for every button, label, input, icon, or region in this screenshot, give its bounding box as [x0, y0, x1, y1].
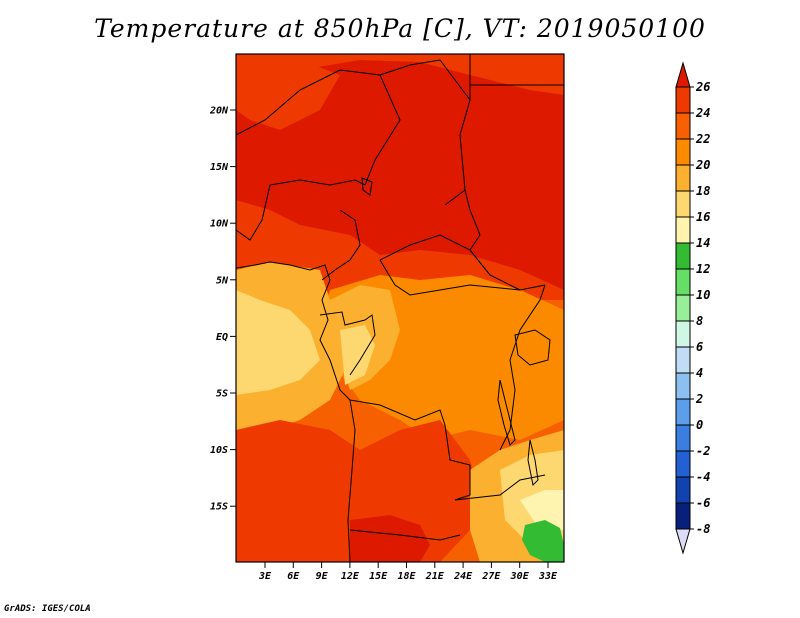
- country-borders: [236, 54, 564, 562]
- colorbar-label: 10: [696, 288, 710, 302]
- colorbar-top-arrow: [675, 61, 691, 88]
- lat-tick-label: 20N: [209, 106, 229, 117]
- colorbar-label: 2: [695, 392, 703, 406]
- lon-tick-label: 33E: [538, 571, 558, 582]
- field-band-14-interior: [340, 325, 375, 385]
- border-car: [379, 234, 521, 291]
- colorbar-swatch: [675, 268, 691, 296]
- lon-tick-label: 24E: [453, 571, 473, 582]
- border-drc-east: [499, 284, 546, 451]
- colorbar-label: 0: [696, 418, 703, 432]
- lat-tick-label: EQ: [216, 332, 228, 343]
- colorbar-label: 18: [696, 184, 710, 198]
- colorbar-swatch: [675, 502, 691, 530]
- field-band-22-sahara: [236, 60, 340, 130]
- border-gabon: [319, 311, 376, 376]
- colorbar-swatch: [675, 294, 691, 322]
- colorbar-label: 22: [695, 132, 710, 146]
- map-frame: [235, 53, 565, 563]
- lon-tick-label: 18E: [397, 571, 416, 582]
- latitude-axis: 20N 15N 10N 5N EQ 5S 10S 15S: [209, 106, 236, 513]
- field-band-24-north: [236, 60, 564, 290]
- border-libya-egypt: [469, 54, 564, 100]
- colorbar-swatch: [675, 320, 691, 348]
- colorbar-swatch: [675, 346, 691, 374]
- lake-malawi: [527, 439, 539, 487]
- lake-chad: [361, 177, 373, 196]
- colorbar-label: 16: [696, 210, 710, 224]
- colorbar-label: 26: [695, 80, 710, 94]
- lon-tick-label: 15E: [369, 571, 388, 582]
- border-angola-east: [444, 424, 471, 501]
- lon-tick-label: 30E: [510, 571, 530, 582]
- border-angola-north: [349, 399, 446, 426]
- lon-tick-label: 21E: [425, 571, 445, 582]
- colorbar-label: 12: [696, 262, 710, 276]
- colorbar-label: 14: [696, 236, 710, 250]
- colorbar-label: -8: [696, 522, 710, 536]
- lake-tanganyika: [497, 379, 516, 446]
- colorbar-swatch: [675, 372, 691, 400]
- border-namibia: [349, 529, 461, 541]
- border-congo-drc-north: [379, 259, 546, 296]
- lon-tick-label: 9E: [316, 571, 329, 582]
- colorbar-swatch: [675, 216, 691, 244]
- border-zambia: [454, 474, 546, 501]
- grads-credit: GrADS: IGES/COLA: [4, 604, 91, 614]
- colorbar-swatch: [675, 242, 691, 270]
- lake-victoria: [514, 329, 551, 366]
- field-band-12-southeast: [520, 490, 564, 530]
- lat-tick-label: 5S: [216, 389, 228, 400]
- colorbar-swatch: [675, 424, 691, 452]
- colorbar-label: 24: [695, 106, 710, 120]
- temperature-field: [236, 54, 564, 562]
- lat-tick-label: 10N: [210, 219, 229, 230]
- field-band-14-coast: [236, 290, 320, 395]
- colorbar-label: 20: [695, 158, 710, 172]
- lat-tick-label: 10S: [210, 445, 228, 456]
- field-band-24-south: [350, 515, 430, 562]
- coastline-west: [236, 261, 356, 562]
- lat-tick-label: 5N: [216, 275, 229, 286]
- colorbar-label: 8: [696, 314, 703, 328]
- lon-tick-label: 3E: [258, 571, 272, 582]
- colorbar-swatch: [675, 476, 691, 504]
- colorbar-label: -2: [696, 444, 710, 458]
- colorbar-swatch: [675, 450, 691, 478]
- colorbar-swatch: [675, 190, 691, 218]
- border-west-africa: [236, 184, 271, 241]
- lat-tick-label: 15S: [210, 502, 228, 513]
- border-nigeria-cameroon: [321, 209, 361, 281]
- field-green-patch: [522, 520, 564, 562]
- longitude-axis: 3E 6E 9E 12E 15E 18E 21E 24E 27E 30E 33E: [258, 562, 558, 582]
- colorbar-swatch: [675, 86, 691, 114]
- colorbar-label: 6: [696, 340, 703, 354]
- lon-tick-label: 12E: [341, 571, 360, 582]
- map-title: Temperature at 850hPa [C], VT: 201905010…: [94, 14, 706, 43]
- lon-tick-label: 6E: [287, 571, 300, 582]
- colorbar-swatch: [675, 398, 691, 426]
- border-nigeria-niger: [269, 179, 366, 186]
- colorbar-swatch: [675, 164, 691, 192]
- border-niger-mali: [236, 69, 401, 186]
- colorbar-label: 4: [696, 366, 703, 380]
- lat-tick-label: 15N: [210, 162, 229, 173]
- colorbar-swatch: [675, 112, 691, 140]
- colorbar-swatch: [675, 138, 691, 166]
- lon-tick-label: 27E: [481, 571, 501, 582]
- colorbar-label: -6: [696, 496, 710, 510]
- colorbar-bottom-arrow: [675, 528, 691, 555]
- colorbar-label: -4: [696, 470, 710, 484]
